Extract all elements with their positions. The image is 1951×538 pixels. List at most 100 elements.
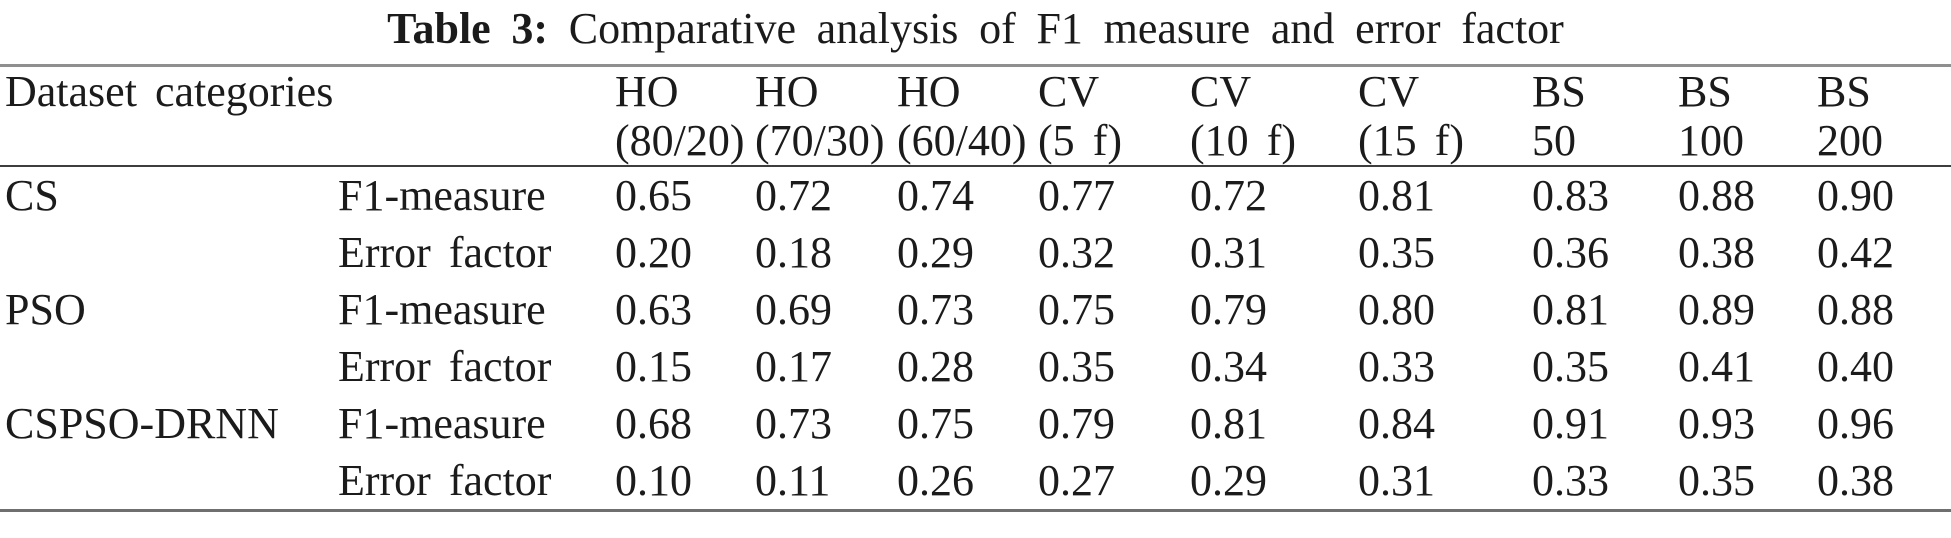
col-header-cv-5: CV (15 f) <box>1358 66 1532 167</box>
metric-label-cell: Error factor <box>338 228 552 277</box>
value-cell: 0.10 <box>615 456 693 505</box>
metric-label-cell: F1-measure <box>338 399 546 448</box>
value-cell: 0.84 <box>1358 399 1436 448</box>
col-header-ho-1: HO (70/30) <box>755 66 897 167</box>
value-cell: 0.29 <box>897 228 975 277</box>
header-row: Dataset categories HO (80/20) HO (70/30) HO(… <box>0 66 1951 167</box>
col-header-cv-4: CV (10 f) <box>1190 66 1358 167</box>
col-header-bs-8: BS 200 <box>1817 66 1951 167</box>
value-cell: 0.27 <box>1038 456 1116 505</box>
row-header-dataset-categories: Dataset categories <box>0 66 615 167</box>
value-cell: 0.77 <box>1038 171 1116 220</box>
col-header-line1: BS <box>1532 67 1586 116</box>
value-cell: 0.36 <box>1532 228 1610 277</box>
col-header-line2: (80/20) <box>615 116 745 165</box>
value-cell: 0.83 <box>1532 171 1610 220</box>
col-header-line2: (10 f) <box>1190 116 1297 165</box>
value-cell: 0.32 <box>1038 228 1116 277</box>
col-header-cv-3: CV (5 f) <box>1038 66 1190 167</box>
value-cell: 0.26 <box>897 456 975 505</box>
value-cell: 0.34 <box>1190 342 1268 391</box>
category-cell: PSO <box>5 285 86 334</box>
value-cell: 0.96 <box>1817 399 1895 448</box>
col-header-ho-2: HO (60/40) <box>897 66 1038 167</box>
value-cell: 0.15 <box>615 342 693 391</box>
value-cell: 0.38 <box>1817 456 1895 505</box>
table-title: Table 3: Comparative analysis of F1 meas… <box>0 0 1951 64</box>
value-cell: 0.35 <box>1678 456 1756 505</box>
value-cell: 0.90 <box>1817 171 1895 220</box>
table-title-text: Comparative analysis of F1 measure and e… <box>568 4 1564 53</box>
value-cell: 0.89 <box>1678 285 1756 334</box>
value-cell: 0.93 <box>1678 399 1756 448</box>
value-cell: 0.73 <box>755 399 833 448</box>
value-cell: 0.18 <box>755 228 833 277</box>
value-cell: 0.28 <box>897 342 975 391</box>
value-cell: 0.79 <box>1190 285 1268 334</box>
value-cell: 0.81 <box>1532 285 1610 334</box>
value-cell: 0.73 <box>897 285 975 334</box>
value-cell: 0.31 <box>1358 456 1436 505</box>
value-cell: 0.88 <box>1817 285 1895 334</box>
table-row: Error factor 0.15 0.17 0.28 0.35 0.34 0.33 0.35… <box>0 338 1951 395</box>
value-cell: 0.31 <box>1190 228 1268 277</box>
table-row: Error factor 0.20 0.18 0.29 0.32 0.31 0.35 0.36… <box>0 224 1951 281</box>
metric-label-cell: Error factor <box>338 342 552 391</box>
category-cell <box>0 224 338 281</box>
metric-label-cell: Error factor <box>338 456 552 505</box>
value-cell: 0.72 <box>1190 171 1268 220</box>
table-body: CS F1-measure 0.65 0.72 0.74 0.77 0.72 0.81 0.83… <box>0 166 1951 511</box>
col-header-line1: HO <box>897 67 961 116</box>
value-cell: 0.72 <box>755 171 833 220</box>
value-cell: 0.65 <box>615 171 693 220</box>
value-cell: 0.69 <box>755 285 833 334</box>
value-cell: 0.75 <box>1038 285 1116 334</box>
value-cell: 0.11 <box>755 456 831 505</box>
col-header-line1: CV <box>1190 67 1252 116</box>
value-cell: 0.88 <box>1678 171 1756 220</box>
value-cell: 0.35 <box>1358 228 1436 277</box>
value-cell: 0.91 <box>1532 399 1610 448</box>
category-cell: CSPSO-DRNN <box>5 399 279 448</box>
table-row: Error factor 0.10 0.11 0.26 0.27 0.29 0.31 0.33… <box>0 452 1951 511</box>
col-header-line2: (70/30) <box>755 116 885 165</box>
value-cell: 0.41 <box>1678 342 1756 391</box>
col-header-line2: (15 f) <box>1358 116 1465 165</box>
col-header-ho-0: HO (80/20) <box>615 66 755 167</box>
value-cell: 0.38 <box>1678 228 1756 277</box>
category-cell <box>0 338 338 395</box>
data-table: Dataset categories HO (80/20) HO (70/30) HO(… <box>0 64 1951 512</box>
col-header-line1: CV <box>1038 67 1100 116</box>
value-cell: 0.42 <box>1817 228 1895 277</box>
value-cell: 0.35 <box>1038 342 1116 391</box>
category-cell: CS <box>5 171 59 220</box>
col-header-line1: BS <box>1817 67 1871 116</box>
col-header-line2: 200 <box>1817 116 1884 165</box>
category-cell <box>0 452 338 511</box>
table-title-label: Table 3: <box>387 4 549 53</box>
table-row: CS F1-measure 0.65 0.72 0.74 0.77 0.72 0.81 0.83… <box>0 166 1951 224</box>
col-header-line2: (5 f) <box>1038 116 1123 165</box>
col-header-bs-6: BS 50 <box>1532 66 1678 167</box>
col-header-line1: BS <box>1678 67 1732 116</box>
value-cell: 0.81 <box>1190 399 1268 448</box>
table-row: CSPSO-DRNN F1-measure 0.68 0.73 0.75 0.79 0.81… <box>0 395 1951 452</box>
metric-label-cell: F1-measure <box>338 285 546 334</box>
value-cell: 0.33 <box>1532 456 1610 505</box>
metric-label-cell: F1-measure <box>338 171 546 220</box>
value-cell: 0.35 <box>1532 342 1610 391</box>
value-cell: 0.33 <box>1358 342 1436 391</box>
value-cell: 0.80 <box>1358 285 1436 334</box>
col-header-line1: CV <box>1358 67 1420 116</box>
value-cell: 0.79 <box>1038 399 1116 448</box>
value-cell: 0.40 <box>1817 342 1895 391</box>
value-cell: 0.17 <box>755 342 833 391</box>
value-cell: 0.29 <box>1190 456 1268 505</box>
col-header-line1: HO <box>755 67 819 116</box>
row-header-label: Dataset categories <box>5 67 334 116</box>
value-cell: 0.81 <box>1358 171 1436 220</box>
value-cell: 0.63 <box>615 285 693 334</box>
value-cell: 0.74 <box>897 171 975 220</box>
col-header-line2: 50 <box>1532 116 1577 165</box>
